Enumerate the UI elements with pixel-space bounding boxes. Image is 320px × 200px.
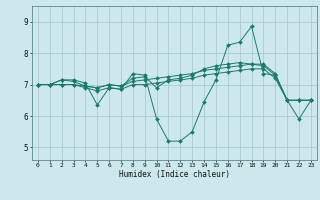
X-axis label: Humidex (Indice chaleur): Humidex (Indice chaleur) (119, 170, 230, 179)
